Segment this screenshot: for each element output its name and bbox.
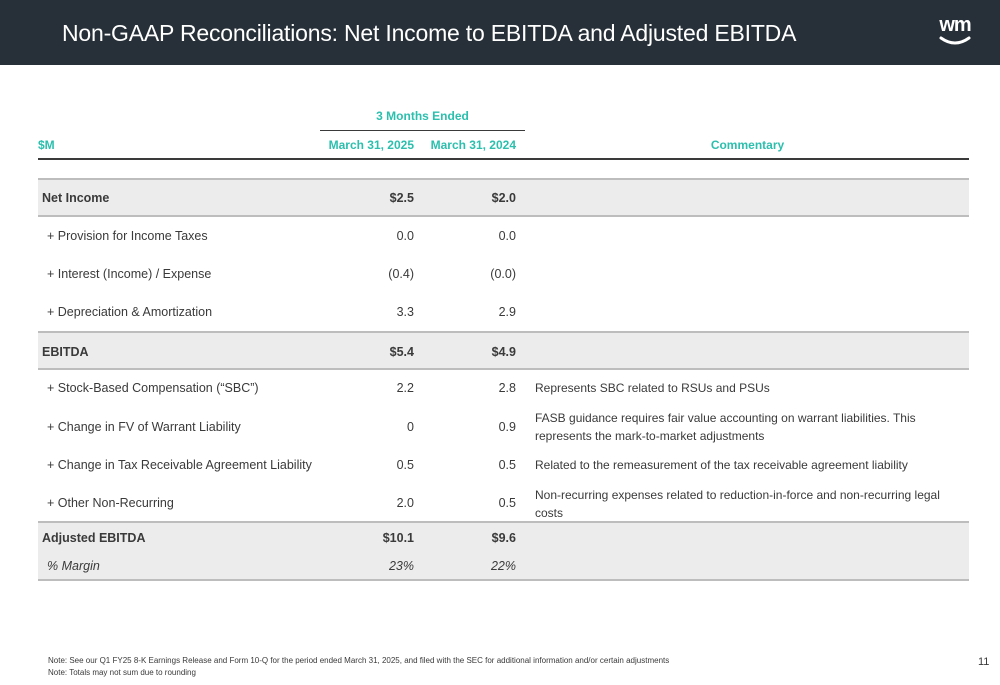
row-value-period2: $2.0 xyxy=(491,191,516,205)
row-value-period1: (0.4) xyxy=(388,267,414,281)
row-value-period1: 3.3 xyxy=(396,305,414,319)
column-header-period1: March 31, 2025 xyxy=(328,138,414,152)
row-value-period2: (0.0) xyxy=(490,267,516,281)
column-header-commentary: Commentary xyxy=(710,138,785,152)
row-value-period2: 0.0 xyxy=(498,229,516,243)
row-value-period1: 0.0 xyxy=(396,229,414,243)
margin-label: % Margin xyxy=(47,559,100,573)
row-value-period2: $4.9 xyxy=(491,345,516,359)
row-commentary: FASB guidance requires fair value accoun… xyxy=(535,411,916,443)
slide-header: Non-GAAP Reconciliations: Net Income to … xyxy=(0,0,1000,65)
row-value-period2: 0.5 xyxy=(498,496,516,510)
logo-text: wm xyxy=(939,14,971,36)
row-value-period1: 2.2 xyxy=(396,381,414,395)
row-value-period1: $10.1 xyxy=(382,531,414,545)
table-row: + Interest (Income) / Expense (0.4) (0.0… xyxy=(38,256,969,294)
table-row: + Provision for Income Taxes 0.0 0.0 xyxy=(38,218,969,256)
row-value-period1: 0.5 xyxy=(396,458,414,472)
row-value-period1: $2.5 xyxy=(389,191,414,205)
table-row: + Change in FV of Warrant Liability 0 0.… xyxy=(38,407,969,448)
margin-value-period1: 23% xyxy=(388,559,414,573)
row-label: Adjusted EBITDA xyxy=(42,531,146,545)
margin-value-period2: 22% xyxy=(490,559,516,573)
group-header-3-months: 3 Months Ended xyxy=(320,109,525,131)
row-value-period2: 2.8 xyxy=(498,381,516,395)
row-value-period1: 0 xyxy=(407,420,414,434)
row-label: EBITDA xyxy=(42,345,89,359)
column-header-period2: March 31, 2024 xyxy=(430,138,516,152)
row-commentary: Non-recurring expenses related to reduct… xyxy=(535,488,940,520)
row-value-period2: $9.6 xyxy=(491,531,516,545)
row-value-period2: 0.9 xyxy=(498,420,516,434)
table-row: + Stock-Based Compensation (“SBC”) 2.2 2… xyxy=(38,371,969,407)
page-number: 11 xyxy=(978,656,990,668)
row-label: + Other Non-Recurring xyxy=(47,496,174,510)
table-row-adjusted-ebitda: Adjusted EBITDA $10.1 $9.6 % Margin 23% … xyxy=(38,521,969,581)
table-row: + Depreciation & Amortization 3.3 2.9 xyxy=(38,294,969,331)
table-row-net-income: Net Income $2.5 $2.0 xyxy=(38,178,969,217)
row-value-period2: 2.9 xyxy=(498,305,516,319)
row-commentary: Related to the remeasurement of the tax … xyxy=(535,458,908,472)
row-label: + Change in FV of Warrant Liability xyxy=(47,420,241,434)
table-row-ebitda: EBITDA $5.4 $4.9 xyxy=(38,331,969,370)
footnote-rounding: Note: Totals may not sum due to rounding xyxy=(48,668,196,677)
row-label: + Depreciation & Amortization xyxy=(47,305,213,319)
row-label: + Interest (Income) / Expense xyxy=(47,267,212,281)
smile-icon xyxy=(939,36,971,45)
row-label: + Change in Tax Receivable Agreement Lia… xyxy=(47,458,312,472)
column-header-label: $M xyxy=(38,138,55,152)
row-value-period1: 2.0 xyxy=(396,496,414,510)
row-label: Net Income xyxy=(42,191,110,205)
row-value-period2: 0.5 xyxy=(498,458,516,472)
row-label: + Stock-Based Compensation (“SBC”) xyxy=(47,381,259,395)
slide-title: Non-GAAP Reconciliations: Net Income to … xyxy=(62,20,797,46)
footnotes: Note: See our Q1 FY25 8-K Earnings Relea… xyxy=(48,655,669,679)
row-value-period1: $5.4 xyxy=(389,345,414,359)
row-commentary: Represents SBC related to RSUs and PSUs xyxy=(535,381,770,395)
table-row: + Change in Tax Receivable Agreement Lia… xyxy=(38,448,969,484)
header-divider xyxy=(38,158,969,160)
row-label: + Provision for Income Taxes xyxy=(47,229,208,243)
footnote-earnings-release: Note: See our Q1 FY25 8-K Earnings Relea… xyxy=(48,656,670,665)
company-logo: wm xyxy=(934,14,976,50)
table-row: + Other Non-Recurring 2.0 0.5 Non-recurr… xyxy=(38,484,969,522)
